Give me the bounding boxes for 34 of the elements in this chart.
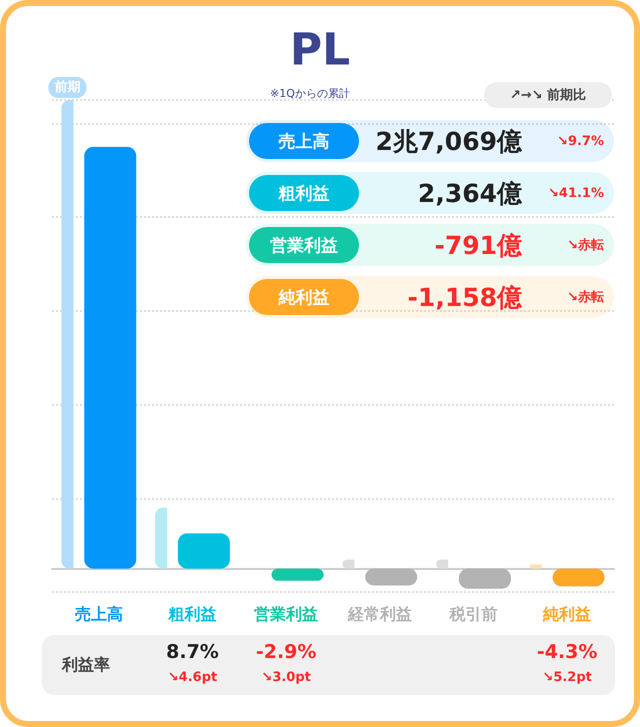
margin-table: 利益率 8.7% ↘4.6pt -2.9% ↘3.0pt -4.3% ↘5.2pt [42, 635, 615, 695]
bar [84, 146, 136, 569]
summary-card: 純利益 -1,158億 ↘赤転 [246, 276, 614, 318]
x-tick-label: 営業利益 [254, 604, 318, 624]
bar [178, 533, 230, 569]
summary-card: 営業利益 -791億 ↘赤転 [246, 224, 614, 266]
label-pill: 営業利益 [249, 227, 359, 263]
bar [530, 564, 542, 569]
annotation: ↘9.7% [557, 132, 604, 150]
x-tick-label: 税引前 [448, 604, 498, 624]
chart-title: PL [290, 24, 350, 76]
bar [155, 508, 168, 569]
bar [272, 568, 324, 581]
bar [61, 100, 74, 569]
legend-pill: ↗→↘ 前期比 [484, 82, 612, 108]
label-pill: 粗利益 [249, 175, 359, 211]
annotation: ↘41.1% [548, 184, 604, 202]
bar [458, 568, 511, 589]
series-label: 前期 [53, 80, 80, 95]
x-tick-label: 経常利益 [346, 604, 412, 624]
x-tick-label: 純利益 [542, 604, 592, 624]
label-pill: 純利益 [249, 279, 359, 315]
chart-subtitle: ※1Qからの累計 [270, 87, 350, 100]
annotation: -791億 [434, 230, 522, 262]
summary-card: 売上高 2兆7,069億 ↘9.7% [246, 120, 614, 162]
summary-card: 粗利益 2,364億 ↘41.1% [246, 172, 614, 214]
annotation: 2,364億 [418, 178, 522, 210]
annotation: -1,158億 [408, 282, 522, 314]
label-pill: 売上高 [249, 123, 359, 159]
x-tick-label: 粗利益 [168, 604, 216, 624]
x-tick-label: 売上高 [74, 604, 123, 624]
annotation: 2兆7,069億 [376, 126, 522, 158]
annotation: ↘赤転 [567, 289, 604, 307]
annotation: ↘赤転 [567, 237, 604, 255]
